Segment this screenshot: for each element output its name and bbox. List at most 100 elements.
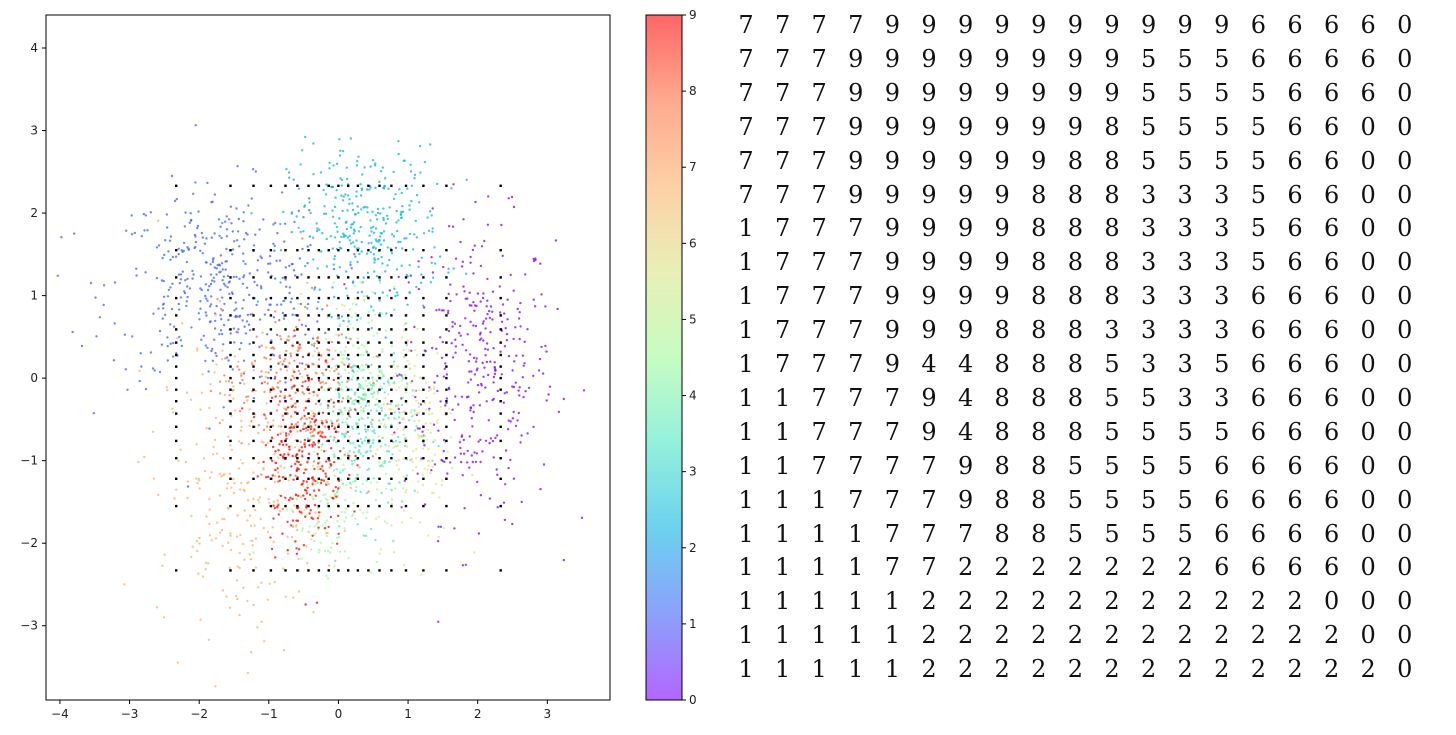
decoded-digit: 1 bbox=[738, 553, 754, 582]
scatter-point bbox=[268, 501, 271, 505]
scatter-point bbox=[406, 339, 409, 342]
decoded-digit: 5 bbox=[1250, 214, 1267, 243]
scatter-point bbox=[321, 435, 324, 439]
scatter-point bbox=[345, 227, 349, 231]
decoded-digit: 9 bbox=[1140, 11, 1157, 39]
scatter-point bbox=[163, 553, 166, 556]
scatter-point bbox=[230, 381, 234, 384]
scatter-point bbox=[413, 374, 416, 378]
scatter-point bbox=[369, 421, 373, 424]
scatter-point bbox=[319, 500, 322, 503]
grid-point bbox=[367, 328, 370, 331]
scatter-point bbox=[344, 507, 347, 510]
decoded-digit: 8 bbox=[994, 519, 1010, 548]
scatter-point bbox=[447, 309, 450, 313]
decoded-digit: 9 bbox=[1031, 44, 1047, 73]
scatter-point bbox=[332, 405, 335, 408]
scatter-point bbox=[450, 187, 453, 190]
scatter-point bbox=[291, 454, 294, 458]
scatter-point bbox=[333, 255, 337, 258]
scatter-point bbox=[272, 354, 276, 357]
scatter-point bbox=[325, 483, 328, 486]
scatter-point bbox=[352, 399, 355, 403]
scatter-point bbox=[94, 296, 97, 299]
grid-point bbox=[296, 341, 299, 344]
scatter-point bbox=[298, 569, 301, 572]
decoded-digit: 8 bbox=[1031, 519, 1047, 548]
scatter-point bbox=[506, 428, 510, 431]
grid-point bbox=[296, 184, 299, 187]
scatter-point bbox=[491, 310, 494, 313]
scatter-point bbox=[333, 257, 336, 261]
scatter-point bbox=[469, 320, 472, 323]
scatter-point bbox=[393, 285, 396, 288]
scatter-point bbox=[439, 336, 442, 339]
scatter-point bbox=[251, 168, 255, 171]
scatter-point bbox=[421, 483, 425, 487]
decoded-digit: 8 bbox=[994, 485, 1010, 514]
grid-point bbox=[499, 365, 502, 368]
scatter-point bbox=[359, 183, 362, 186]
scatter-point bbox=[330, 366, 333, 370]
scatter-point bbox=[471, 425, 474, 428]
scatter-point bbox=[321, 232, 324, 235]
scatter-point bbox=[351, 327, 355, 330]
scatter-point bbox=[422, 441, 425, 445]
scatter-point bbox=[235, 595, 238, 598]
scatter-point bbox=[380, 406, 383, 410]
scatter-point bbox=[180, 249, 183, 252]
scatter-point bbox=[271, 474, 274, 477]
decoded-digit: 5 bbox=[1140, 451, 1157, 480]
scatter-point bbox=[343, 527, 346, 530]
decoded-digit: 5 bbox=[1177, 112, 1193, 141]
scatter-point bbox=[226, 506, 230, 509]
scatter-point bbox=[507, 197, 510, 200]
scatter-point bbox=[241, 378, 244, 382]
grid-point bbox=[367, 353, 370, 357]
scatter-point bbox=[274, 310, 277, 313]
scatter-point bbox=[272, 419, 275, 422]
scatter-point bbox=[534, 258, 537, 262]
scatter-point bbox=[186, 277, 189, 281]
scatter-point bbox=[256, 475, 259, 478]
scatter-point bbox=[226, 356, 229, 359]
scatter-point bbox=[380, 409, 384, 412]
scatter-point bbox=[321, 380, 324, 384]
scatter-point bbox=[269, 262, 272, 265]
scatter-point bbox=[303, 305, 307, 309]
scatter-point bbox=[326, 549, 330, 553]
scatter-point bbox=[354, 391, 357, 394]
scatter-point bbox=[166, 345, 169, 348]
scatter-point bbox=[325, 265, 329, 268]
scatter-point bbox=[318, 410, 321, 413]
scatter-point bbox=[192, 192, 195, 195]
scatter-point bbox=[374, 186, 377, 190]
scatter-point bbox=[469, 406, 472, 409]
scatter-point bbox=[383, 391, 386, 394]
scatter-point bbox=[423, 160, 427, 164]
scatter-point bbox=[545, 399, 548, 402]
scatter-point bbox=[462, 218, 465, 221]
scatter-point bbox=[242, 274, 246, 277]
scatter-point bbox=[295, 547, 298, 550]
scatter-point bbox=[401, 205, 404, 208]
grid-point bbox=[367, 276, 370, 279]
scatter-point bbox=[254, 509, 257, 512]
scatter-point bbox=[131, 335, 134, 338]
decoded-digit: 7 bbox=[774, 248, 791, 277]
scatter-point bbox=[186, 480, 189, 483]
scatter-point bbox=[482, 339, 485, 342]
scatter-point bbox=[468, 435, 471, 438]
decoded-digit: 9 bbox=[994, 282, 1010, 311]
scatter-point bbox=[324, 425, 327, 428]
scatter-point bbox=[415, 193, 419, 197]
scatter-point bbox=[301, 384, 304, 388]
decoded-digit: 2 bbox=[1177, 587, 1193, 616]
grid-point bbox=[327, 365, 330, 368]
grid-point bbox=[284, 296, 287, 300]
scatter-point bbox=[254, 389, 257, 393]
decoded-digit: 5 bbox=[1250, 180, 1267, 209]
grid-point bbox=[499, 341, 502, 344]
decoded-digit: 1 bbox=[848, 553, 864, 582]
scatter-point bbox=[161, 317, 164, 320]
